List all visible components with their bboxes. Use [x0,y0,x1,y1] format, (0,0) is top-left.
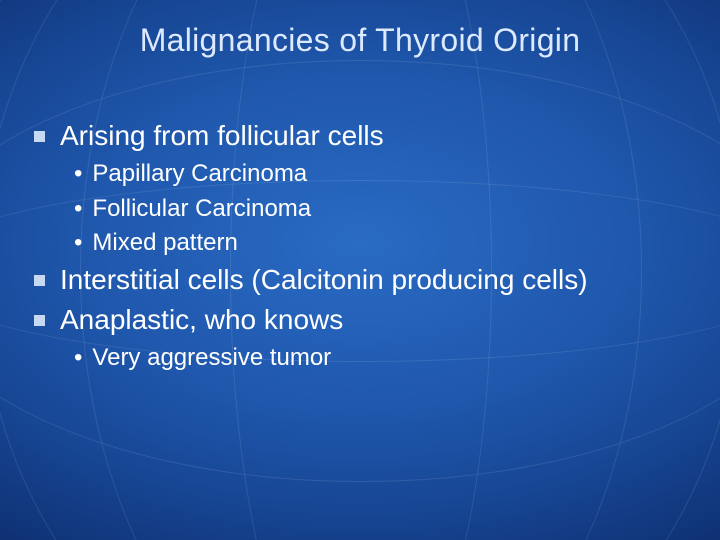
list-item-text: Anaplastic, who knows [60,302,686,338]
sub-list-item: • Mixed pattern [74,227,686,259]
sub-list-item: • Papillary Carcinoma [74,158,686,190]
list-item-text: Interstitial cells (Calcitonin producing… [60,262,686,298]
slide-title: Malignancies of Thyroid Origin [0,22,720,59]
sub-list-item: • Follicular Carcinoma [74,193,686,225]
list-item: Arising from follicular cells [34,118,686,154]
dot-bullet-icon: • [74,227,82,259]
dot-bullet-icon: • [74,158,82,190]
list-item: Anaplastic, who knows [34,302,686,338]
sub-list-item-text: Follicular Carcinoma [92,193,686,225]
list-item: Interstitial cells (Calcitonin producing… [34,262,686,298]
slide: Malignancies of Thyroid Origin Arising f… [0,0,720,540]
square-bullet-icon [34,131,45,142]
sub-list-item-text: Very aggressive tumor [92,342,686,374]
dot-bullet-icon: • [74,193,82,225]
sub-list-item-text: Papillary Carcinoma [92,158,686,190]
square-bullet-icon [34,315,45,326]
square-bullet-icon [34,275,45,286]
sub-list-item-text: Mixed pattern [92,227,686,259]
sub-list-item: • Very aggressive tumor [74,342,686,374]
list-item-text: Arising from follicular cells [60,118,686,154]
dot-bullet-icon: • [74,342,82,374]
slide-body: Arising from follicular cells • Papillar… [34,118,686,377]
